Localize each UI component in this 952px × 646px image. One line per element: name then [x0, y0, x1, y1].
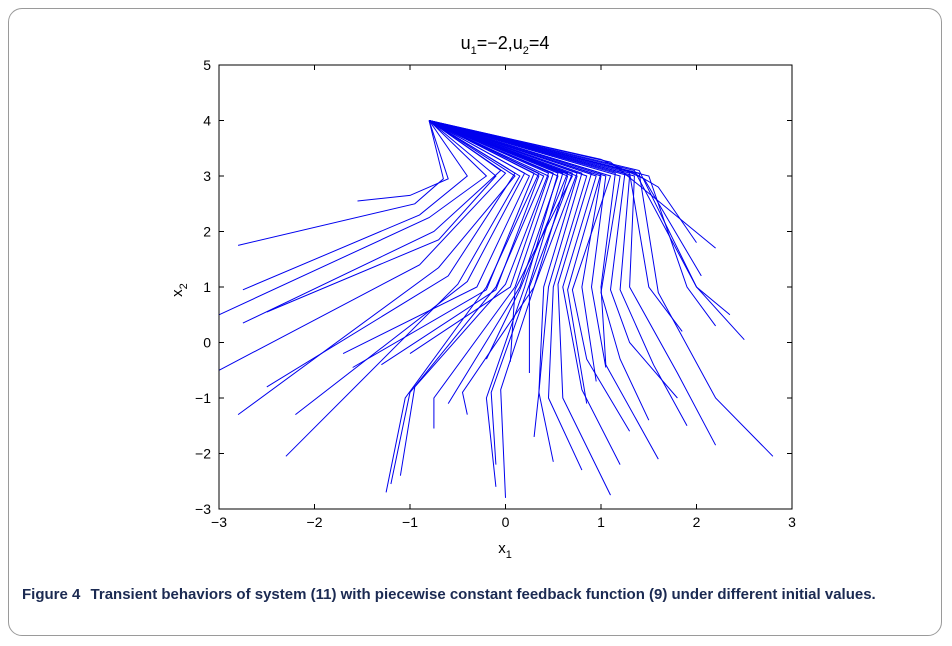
- trajectory-line-22: [428, 120, 564, 465]
- trajectory-line-40: [428, 120, 688, 427]
- trajectory-line-28: [428, 120, 578, 437]
- line-chart: −3 −2 −1 0 1 2 3 −3 −2 −1 0 1 2 3 4 5 u1=−2,u2=4 x1 x2: [169, 33, 796, 561]
- y-tick-label: −2: [195, 446, 211, 462]
- trajectory-line-27: [428, 120, 578, 498]
- y-tick-label: 2: [203, 224, 211, 240]
- y-tick-label: 5: [203, 57, 211, 73]
- y-axis-label: x2: [169, 283, 190, 297]
- trajectory-line-41: [428, 120, 717, 446]
- figure-caption: Figure 4 Transient behaviors of system (…: [22, 584, 922, 606]
- caption-text: Transient behaviors of system (11) with …: [90, 586, 876, 603]
- trajectory-line-12: [342, 120, 531, 355]
- y-tick-label: 3: [203, 168, 211, 184]
- y-tick-label: −1: [195, 390, 211, 406]
- trajectory-line-21: [428, 120, 559, 487]
- x-tick-label: 1: [597, 514, 605, 530]
- y-axis-ticks: −3 −2 −1 0 1 2 3 4 5: [195, 57, 792, 517]
- x-tick-label: 2: [693, 514, 701, 530]
- trajectory-line-18: [409, 120, 550, 355]
- figure-frame: [8, 8, 942, 636]
- trajectory-line-20: [428, 120, 559, 404]
- trajectory-line-49: [428, 120, 702, 277]
- trajectory-lines: [218, 120, 774, 498]
- trajectory-line-16: [390, 120, 545, 485]
- trajectory-line-7: [218, 120, 507, 371]
- trajectory-line-3: [242, 120, 468, 291]
- trajectory-line-2: [357, 120, 449, 202]
- trajectory-line-4: [218, 120, 488, 316]
- trajectory-line-15: [385, 120, 540, 493]
- trajectory-line-8: [237, 120, 516, 416]
- x-axis-label: x1: [498, 540, 512, 561]
- trajectory-line-10: [285, 120, 521, 457]
- y-tick-label: 1: [203, 279, 211, 295]
- trajectory-line-6: [266, 120, 497, 313]
- trajectory-line-42: [428, 120, 683, 332]
- trajectory-line-11: [295, 120, 526, 415]
- trajectory-line-14: [381, 120, 540, 366]
- y-tick-label: 4: [203, 113, 211, 129]
- trajectory-line-25: [428, 120, 574, 362]
- trajectory-line-37: [428, 120, 659, 460]
- trajectory-line-5: [242, 120, 502, 324]
- plot-area-border: [218, 64, 793, 510]
- x-tick-label: −1: [402, 514, 418, 530]
- trajectory-line-47: [428, 120, 697, 243]
- trajectory-line-35: [428, 120, 607, 368]
- trajectory-line-1: [237, 120, 444, 246]
- y-tick-label: −3: [195, 501, 211, 517]
- trajectory-line-30: [428, 120, 588, 471]
- trajectory-line-17: [399, 120, 550, 476]
- x-tick-label: 3: [788, 514, 796, 530]
- x-axis-ticks: −3 −2 −1 0 1 2 3: [211, 65, 796, 530]
- trajectory-line-36: [428, 120, 631, 432]
- y-tick-label: 0: [203, 335, 211, 351]
- x-tick-label: −3: [211, 514, 227, 530]
- x-tick-label: −2: [307, 514, 323, 530]
- figure-label: Figure 4: [22, 586, 81, 603]
- trajectory-line-29: [428, 120, 583, 462]
- x-tick-label: 0: [502, 514, 510, 530]
- trajectory-line-46: [428, 120, 731, 316]
- trajectory-line-44: [428, 120, 745, 341]
- trajectory-line-32: [428, 120, 621, 465]
- trajectory-line-38: [428, 120, 650, 421]
- chart-title: u1=−2,u2=4: [461, 33, 550, 57]
